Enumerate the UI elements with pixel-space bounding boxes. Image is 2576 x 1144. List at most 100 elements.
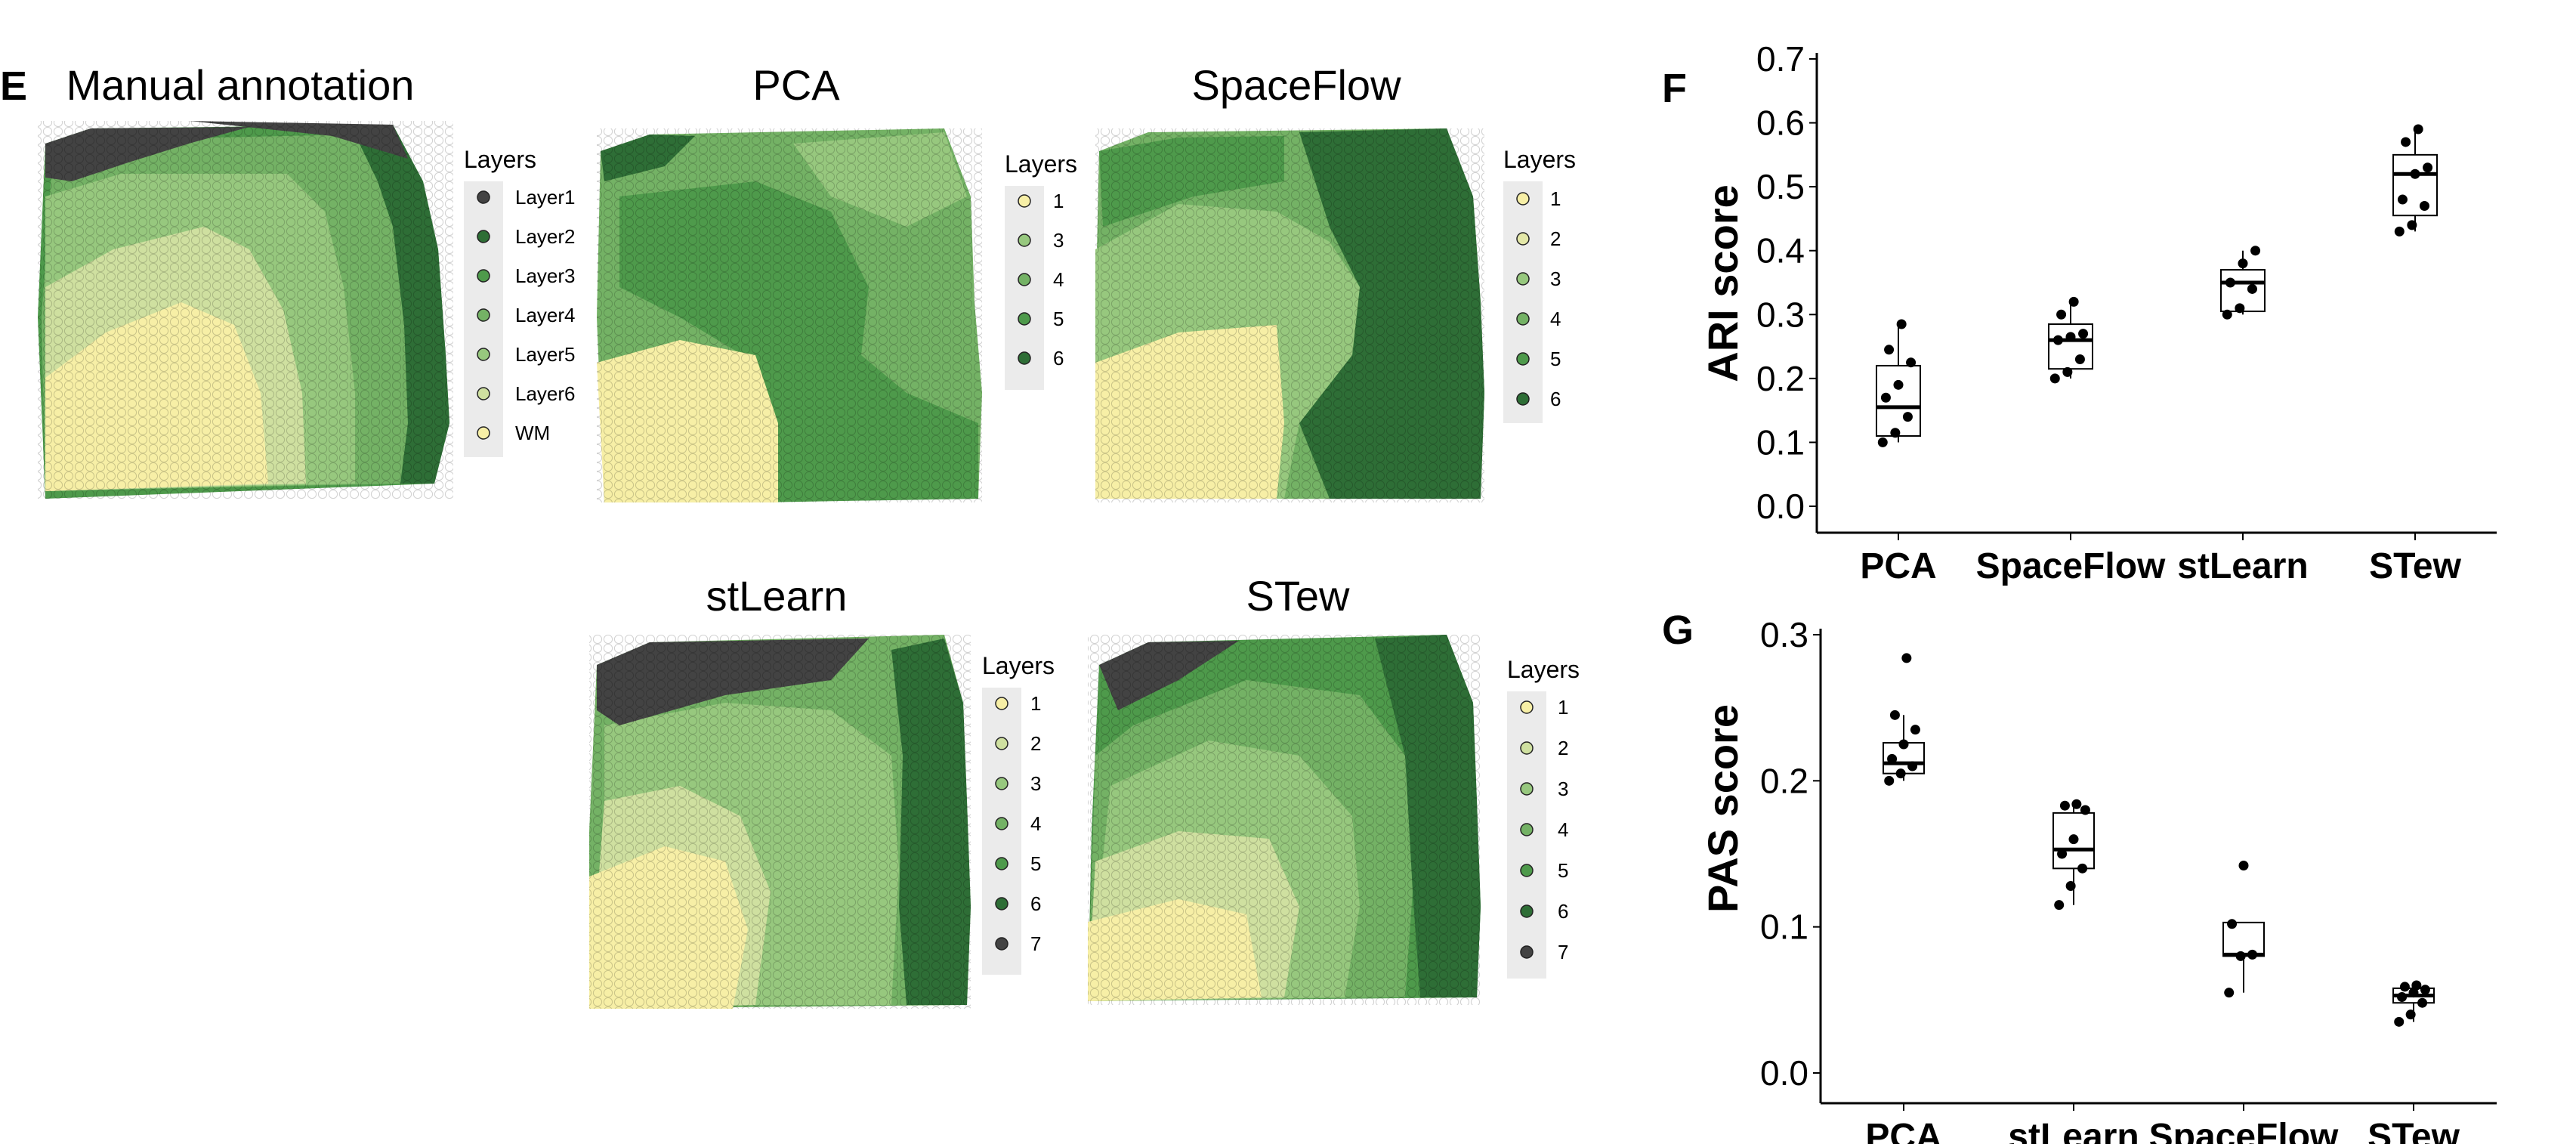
data-point xyxy=(2235,303,2245,314)
map-title: SpaceFlow xyxy=(1191,61,1401,109)
legend-swatch xyxy=(995,697,1008,710)
data-point xyxy=(1877,437,1888,447)
legend-label: WM xyxy=(515,422,550,444)
data-point xyxy=(2225,277,2235,288)
tissue-section xyxy=(1095,128,1484,502)
panel-letter-g: G xyxy=(1662,608,1694,653)
y-tick-label: 0.2 xyxy=(1760,761,1808,800)
x-tick-label: stLearn xyxy=(2008,1117,2139,1144)
legend-swatch xyxy=(1520,904,1534,918)
legend-label: 4 xyxy=(1558,818,1568,841)
legend-swatch xyxy=(477,348,490,361)
data-point xyxy=(2078,329,2089,339)
legend-items: 1 2 3 4 5 6 7 xyxy=(995,692,1041,955)
boxplot-g: 0.0 0.1 0.2 0.3 PCA stLearn SpaceFlow STew xyxy=(1760,615,2497,1144)
map-title: stLearn xyxy=(706,572,848,620)
data-point xyxy=(2411,980,2422,991)
data-point xyxy=(2068,834,2079,845)
legend-label: 4 xyxy=(1053,268,1064,291)
legend-title: Layers xyxy=(982,652,1055,679)
map-spaceflow: SpaceFlow Layers 1 2 3 4 5 6 xyxy=(1095,61,1576,502)
legend-label: 3 xyxy=(1030,772,1041,795)
data-point xyxy=(2222,309,2232,320)
data-point xyxy=(2238,860,2249,870)
data-point xyxy=(1901,653,1912,663)
legend-label: 1 xyxy=(1053,190,1064,212)
legend-label: 6 xyxy=(1558,900,1568,923)
data-point xyxy=(2054,900,2065,911)
legend: Layers 1 2 3 4 5 6 xyxy=(1503,146,1576,423)
x-tick-label: PCA xyxy=(1865,1117,1941,1144)
data-point xyxy=(2397,991,2408,1002)
legend-swatch xyxy=(1520,864,1534,877)
data-point xyxy=(2407,220,2417,230)
legend-label: 4 xyxy=(1550,308,1561,330)
data-point xyxy=(1880,392,1891,403)
data-point xyxy=(2399,982,2410,992)
legend-label: Layer6 xyxy=(515,382,576,405)
data-point xyxy=(2068,296,2079,307)
legend-label: 2 xyxy=(1550,227,1561,250)
legend-items: 1 2 3 4 5 6 7 xyxy=(1520,696,1568,963)
legend-label: Layer3 xyxy=(515,264,576,287)
x-tick-label: SpaceFlow xyxy=(2149,1117,2339,1144)
data-point xyxy=(2057,849,2068,859)
data-point xyxy=(2394,1016,2405,1027)
map-pca: PCA Layers 1 3 4 5 6 xyxy=(597,61,1077,502)
legend-swatch xyxy=(1018,312,1031,326)
map-title: Manual annotation xyxy=(66,61,415,109)
legend-label: 3 xyxy=(1558,778,1568,800)
legend-label: 7 xyxy=(1030,932,1041,955)
boxplot-f: 0.0 0.1 0.2 0.3 0.4 0.5 0.6 0.7 PCA SpaceFlow stLe… xyxy=(1756,39,2497,586)
data-point xyxy=(1889,710,1900,720)
legend-swatch xyxy=(1516,192,1530,206)
legend-label: Layer2 xyxy=(515,225,576,248)
legend-swatch xyxy=(1018,194,1031,208)
legend-label: 6 xyxy=(1053,347,1064,369)
x-tick-label: stLearn xyxy=(2177,546,2308,586)
y-tick-label: 0.3 xyxy=(1756,295,1805,334)
data-point xyxy=(1896,319,1907,329)
data-point xyxy=(2419,201,2429,212)
data-point xyxy=(1887,753,1898,764)
legend: Layers 1 2 3 4 5 6 7 xyxy=(1507,656,1580,979)
legend-label: Layer1 xyxy=(515,186,576,209)
data-point xyxy=(2071,799,2082,809)
data-point xyxy=(1902,412,1913,422)
y-tick-label: 0.1 xyxy=(1760,907,1808,947)
legend-items: 1 2 3 4 5 6 xyxy=(1516,187,1561,410)
legend-swatch xyxy=(995,817,1008,830)
legend-label: 4 xyxy=(1030,812,1041,835)
y-tick-label: 0.7 xyxy=(1756,39,1805,79)
legend-label: 5 xyxy=(1030,852,1041,875)
legend-swatch xyxy=(477,190,490,204)
data-point xyxy=(2077,863,2088,873)
legend-label: 5 xyxy=(1053,308,1064,330)
x-tick-label: SpaceFlow xyxy=(1976,546,2166,586)
legend-swatch xyxy=(1520,741,1534,755)
legend-label: 7 xyxy=(1558,941,1568,963)
legend-swatch xyxy=(477,269,490,283)
data-point xyxy=(1890,428,1901,438)
tissue-section xyxy=(589,635,971,1009)
map-stlearn: stLearn Layers 1 2 3 4 5 6 7 xyxy=(589,572,1055,1009)
y-tick-label: 0.0 xyxy=(1760,1053,1808,1093)
y-axis-title-f: ARI score xyxy=(1699,184,1747,382)
panel-letter-f: F xyxy=(1662,66,1687,111)
legend-swatch xyxy=(1516,312,1530,326)
x-tick-label: STew xyxy=(2368,1117,2460,1144)
tissue-section xyxy=(38,121,453,499)
legend-label: 5 xyxy=(1558,859,1568,882)
data-point xyxy=(1895,768,1906,779)
data-point xyxy=(2413,124,2423,134)
map-stew: STew Layers 1 2 3 4 5 6 7 xyxy=(1088,572,1580,1005)
y-tick-label: 0.5 xyxy=(1756,167,1805,206)
legend-title: Layers xyxy=(464,146,536,173)
panel-letter-e: E xyxy=(0,63,27,109)
data-point xyxy=(2397,194,2408,205)
legend-swatch xyxy=(1520,823,1534,836)
data-point xyxy=(2417,997,2428,1008)
data-point xyxy=(1884,345,1895,355)
data-point xyxy=(2080,805,2090,815)
data-point xyxy=(2401,137,2411,147)
